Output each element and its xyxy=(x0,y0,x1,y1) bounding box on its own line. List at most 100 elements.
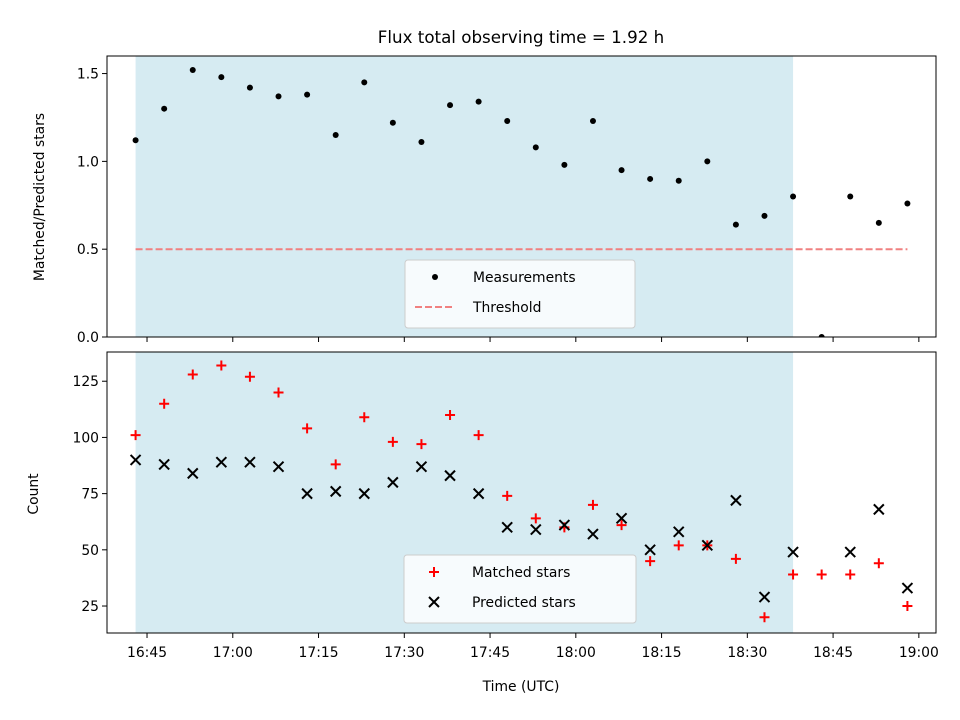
x-tick-label: 18:30 xyxy=(727,645,767,661)
predicted-stars-point xyxy=(215,456,228,468)
top-y-tick-label: 1.5 xyxy=(77,67,99,83)
predicted-stars-point xyxy=(187,467,199,480)
x-tick-label: 16:45 xyxy=(127,645,167,661)
top-y-tick-label: 1.0 xyxy=(77,154,99,170)
matched-stars-point xyxy=(187,369,198,380)
measurements-point xyxy=(304,91,311,98)
bottom-y-axis-label: Count xyxy=(26,473,42,515)
measurements-point xyxy=(904,200,911,207)
matched-stars-point xyxy=(416,439,427,450)
predicted-stars-point xyxy=(730,494,742,507)
matched-stars-point xyxy=(730,553,741,564)
predicted-stars-point xyxy=(444,469,456,482)
predicted-stars-point xyxy=(873,503,885,516)
measurements-point xyxy=(847,193,854,200)
matched-stars-point xyxy=(359,412,370,423)
matched-stars-point xyxy=(616,520,627,531)
matched-stars-point xyxy=(530,513,541,524)
x-tick-label: 17:00 xyxy=(213,645,253,661)
chart-title: Flux total observing time = 1.92 h xyxy=(378,27,664,47)
predicted-stars-point xyxy=(358,487,370,500)
matched-stars-legend-label: Matched stars xyxy=(472,565,570,581)
measurements-point xyxy=(561,161,568,168)
bottom-y-tick-label: 100 xyxy=(72,430,99,446)
predicted-stars-legend-label: Predicted stars xyxy=(472,595,576,611)
threshold-legend-label: Threshold xyxy=(472,300,541,316)
matched-stars-point xyxy=(873,558,884,569)
predicted-stars-point xyxy=(587,528,599,540)
measurements-point xyxy=(875,219,882,226)
matched-stars-point xyxy=(645,556,656,567)
measurements-point xyxy=(275,93,282,100)
top-legend: Measurements Threshold xyxy=(404,259,636,329)
bottom-plot-area xyxy=(129,360,914,623)
measurements-point xyxy=(818,334,825,337)
measurements-point xyxy=(132,137,139,144)
predicted-stars-point xyxy=(472,487,485,500)
bottom-panel: 25 50 75 100 125 16:45 17:00 17:15 17:30 17:45 18:… xyxy=(72,351,939,661)
x-tick-label: 17:45 xyxy=(470,645,510,661)
matched-stars-point xyxy=(445,409,456,420)
bottom-y-tick-label: 50 xyxy=(81,543,99,559)
x-tick-label: 17:15 xyxy=(299,645,339,661)
measurements-point xyxy=(361,79,368,86)
measurements-legend-label: Measurements xyxy=(473,270,576,286)
predicted-stars-point xyxy=(673,526,685,538)
top-y-tick-label: 0.5 xyxy=(77,242,99,258)
matched-stars-point xyxy=(273,387,284,398)
top-y-axis-label: Matched/Predicted stars xyxy=(32,113,48,281)
predicted-stars-point xyxy=(158,458,170,471)
matched-stars-point xyxy=(587,499,598,510)
matched-stars-point xyxy=(759,612,770,623)
top-panel: 0.0 0.5 1.0 1.5 Measurements Threshold xyxy=(77,55,937,346)
measurements-point xyxy=(418,139,425,146)
predicted-stars-point xyxy=(329,485,342,498)
matched-stars-point xyxy=(816,569,827,580)
measurements-point xyxy=(704,158,711,165)
top-legend-box xyxy=(404,259,636,329)
measurements-point xyxy=(790,193,797,200)
measurements-point xyxy=(447,102,454,109)
predicted-stars-point xyxy=(844,546,856,558)
measurements-point xyxy=(504,117,511,124)
measurements-point xyxy=(589,117,596,124)
bottom-y-tick-label: 125 xyxy=(72,374,99,390)
predicted-stars-point xyxy=(615,512,628,525)
predicted-stars-point xyxy=(301,487,313,500)
matched-stars-point xyxy=(159,398,170,409)
measurements-point xyxy=(647,175,654,182)
bottom-y-tick-label: 25 xyxy=(81,599,99,615)
measurements-point xyxy=(189,67,196,74)
matched-stars-point xyxy=(902,601,913,612)
bottom-frame xyxy=(106,351,937,634)
x-tick-label: 18:45 xyxy=(813,645,853,661)
matched-stars-point xyxy=(473,430,484,441)
matched-stars-legend-swatch xyxy=(429,567,439,577)
measurements-point xyxy=(761,212,768,219)
top-frame xyxy=(106,55,937,338)
predicted-stars-point xyxy=(530,523,542,536)
measurements-point xyxy=(161,105,168,112)
predicted-stars-point xyxy=(501,521,513,534)
x-tick-label: 18:00 xyxy=(556,645,596,661)
measurements-point xyxy=(532,144,539,151)
bottom-legend-box xyxy=(403,554,637,624)
predicted-stars-point xyxy=(129,454,142,466)
measurements-point xyxy=(675,177,682,184)
matched-stars-point xyxy=(330,459,341,470)
bottom-y-tick-label: 75 xyxy=(81,487,99,503)
bottom-legend: Matched stars Predicted stars xyxy=(403,554,637,624)
predicted-stars-point xyxy=(644,544,656,556)
matched-stars-point xyxy=(216,360,227,371)
x-tick-label: 18:15 xyxy=(642,645,682,661)
measurements-point xyxy=(332,132,339,139)
predicted-stars-point xyxy=(272,460,285,473)
predicted-stars-point xyxy=(758,591,771,603)
measurements-point xyxy=(732,221,739,228)
predicted-stars-point xyxy=(787,546,799,558)
matched-stars-point xyxy=(387,436,398,447)
measurements-point xyxy=(389,119,396,126)
matched-stars-point xyxy=(845,569,856,580)
matched-stars-point xyxy=(788,569,799,580)
